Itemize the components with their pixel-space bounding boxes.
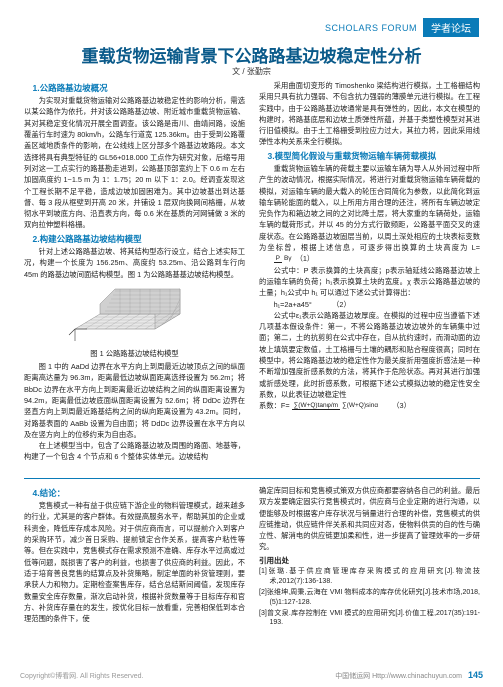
formula-2: h₁=2a+a45°: [274, 300, 312, 309]
right-column: 采用曲面切变形的 Timoshenko 梁结构进行模拟，土工格栅结构采用只具有抗…: [259, 80, 480, 463]
section-3-p1: 重载货物运输车辆的荷载主要以运输车辆为导人从外间过程中所产生的波动情况，根据实际…: [259, 163, 480, 265]
lower-block: 4.结论： 竞售模式一种有益于供应链下游企业的物料管理模式，越来越多的行业，尤其…: [24, 478, 480, 628]
section-2-title: 2.构建公路路基边坡结构模型: [24, 233, 245, 246]
page-footer: Copyright©博看网. All Rights Reserved. 中国储运…: [0, 670, 503, 681]
reference-1: [1]张璐.基于供应商管理库存采购模式的应用研究[J].物流技术,2012(7)…: [259, 567, 480, 587]
reference-2: [2]张维坤,周秉,云海在 VMI 物料成本的库存优化研究[J].技术市场,20…: [259, 588, 480, 608]
header-bar: SCHOLARS FORUM 学者论坛: [325, 18, 479, 37]
header-zh-label: 学者论坛: [423, 18, 479, 37]
formula-1-label: （1）: [296, 254, 315, 263]
section-2-p2: 图 1 中的 AaDd 边界在水平方向上到周最近边坡顶点之间的纵面距离高达量为 …: [24, 361, 245, 440]
section-3-title: 3.模型简化假设与重载货物运输车辆荷载模拟: [259, 150, 480, 163]
section-3-p1-text: 重载货物运输车辆的荷载主要以运输车辆为导人从外间过程中所产生的波动情况，根据实际…: [259, 164, 480, 252]
formula-3-lhs: 系数：F=: [259, 401, 290, 410]
figure-1: [24, 284, 245, 346]
author-line: 文 / 张勤宗: [0, 66, 503, 77]
figure-1-caption: 图 1 公路路基边坡结构模型: [24, 348, 245, 359]
formula-3-line: 系数：F= ∑(W+Q)tanφ/m∑(W+Q)sinα （3）: [259, 400, 480, 411]
main-title: 重载货物运输背景下公路路基边坡稳定性分析: [0, 42, 503, 67]
section-2b-p1: 采用曲面切变形的 Timoshenko 梁结构进行模拟，土工格栅结构采用只具有抗…: [259, 80, 480, 148]
section-4-p1: 竞售模式一种有益于供应链下游企业的物料管理模式，越来越多的行业，尤其是的客户群体…: [24, 500, 245, 624]
section-1-p1: 为实现对重载货物运输对公路路基边坡稳定性的影响分析，需选以某公路作为依托，并对该…: [24, 95, 245, 231]
section-3-p3: 公式中ε₁表示公路路基边坡厚度。在模拟的过程中应当遵循下述几项基本假设条件：第一…: [259, 310, 480, 400]
section-4-p2: 确定库同目标和竞售模式策双方供应商都要容纳各自己的利益。最后双方发要确定固实行竞…: [259, 485, 480, 553]
formula-2-line: h₁=2a+a45° （2）: [259, 299, 480, 310]
formula-3: ∑(W+Q)tanφ/m∑(W+Q)sinα: [292, 403, 380, 410]
lower-left-column: 4.结论： 竞售模式一种有益于供应链下游企业的物料管理模式，越来越多的行业，尤其…: [24, 485, 245, 628]
section-4-title: 4.结论：: [24, 487, 245, 500]
footer-right: 中国储运网 Http://www.chinachuyun.com 145: [335, 670, 483, 681]
main-content: 1.公路路基边坡概况 为实现对重载货物运输对公路路基边坡稳定性的影响分析，需选以…: [24, 80, 480, 463]
lower-right-column: 确定库同目标和竞售模式策双方供应商都要容纳各自己的利益。最后双方发要确定固实行竞…: [259, 485, 480, 628]
left-column: 1.公路路基边坡概况 为实现对重载货物运输对公路路基边坡稳定性的影响分析，需选以…: [24, 80, 245, 463]
footer-copyright: Copyright©博看网. All Rights Reserved.: [20, 671, 143, 681]
section-2-p3: 在上述模型当中，包含了公路路基边坡及周围的路面、地基等，构建了一个包含 4 个节…: [24, 440, 245, 463]
header-en-label: SCHOLARS FORUM: [325, 23, 417, 33]
footer-site: 中国储运网 Http://www.chinachuyun.com: [335, 673, 462, 680]
formula-1: PBγ: [259, 256, 294, 263]
page-number: 145: [468, 670, 483, 680]
section-1-title: 1.公路路基边坡概况: [24, 82, 245, 95]
formula-2-label: （2）: [332, 300, 351, 309]
formula-3-label: （3）: [392, 401, 411, 410]
section-3-p2: 公式中：P 表示换算的土块高度；p表示轴延线公路路基边坡上的运输车辆的负荷；h₁…: [259, 265, 480, 299]
section-2-p1: 针对上述公路路基边坡、将其结构型态行设立，结合上述实际工况，构建一个长度为 15…: [24, 246, 245, 280]
reference-3: [3]曾文泉.库存控制在 VMI 模式的应用研究[J].价值工程,2017(35…: [259, 609, 480, 629]
references-title: 引用出处: [259, 555, 480, 567]
